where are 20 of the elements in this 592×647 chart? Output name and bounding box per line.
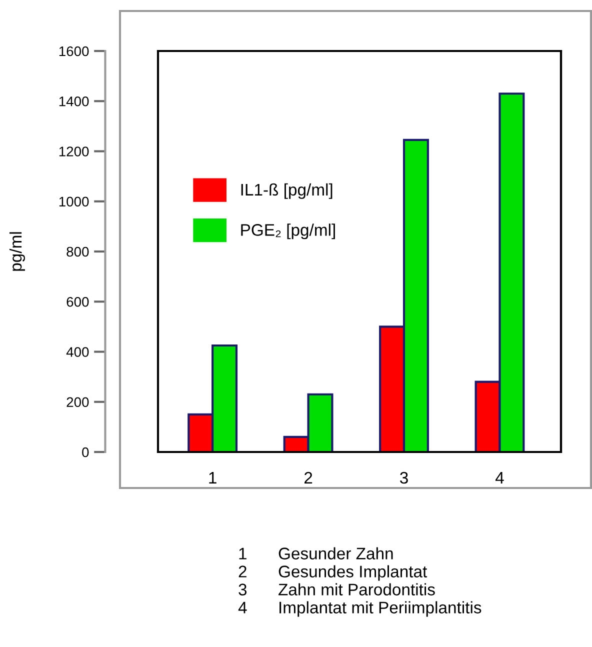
- x-tick-label: 4: [495, 472, 504, 484]
- y-tick-label: 800: [66, 246, 89, 257]
- y-axis-title: pg/ml: [9, 232, 26, 271]
- x-tick-label: 2: [304, 472, 312, 484]
- y-tick-label: 1000: [59, 196, 89, 207]
- y-tick-label: 200: [66, 397, 89, 408]
- x-tick-label: 1: [209, 472, 216, 484]
- legend-label: IL1-ß [pg/ml]: [241, 183, 332, 199]
- x-tick-label: 3: [400, 472, 408, 484]
- text: 1 Gesunder Zahn: [239, 547, 393, 560]
- y-tick-label: 1400: [59, 96, 89, 106]
- legend-label: PGE₂ [pg/ml]: [241, 224, 335, 240]
- text: 2 Gesundes Implantat: [238, 565, 428, 581]
- y-tick-label: 400: [66, 347, 89, 357]
- y-tick-label: 1200: [59, 146, 89, 156]
- text: 3 Zahn mit Parodontitis: [238, 583, 435, 596]
- text: 4 Implantat mit Periimplantitis: [238, 601, 482, 617]
- y-tick-label: 0: [82, 447, 89, 458]
- y-tick-label: 600: [66, 296, 89, 307]
- y-tick-label: 1600: [59, 46, 89, 56]
